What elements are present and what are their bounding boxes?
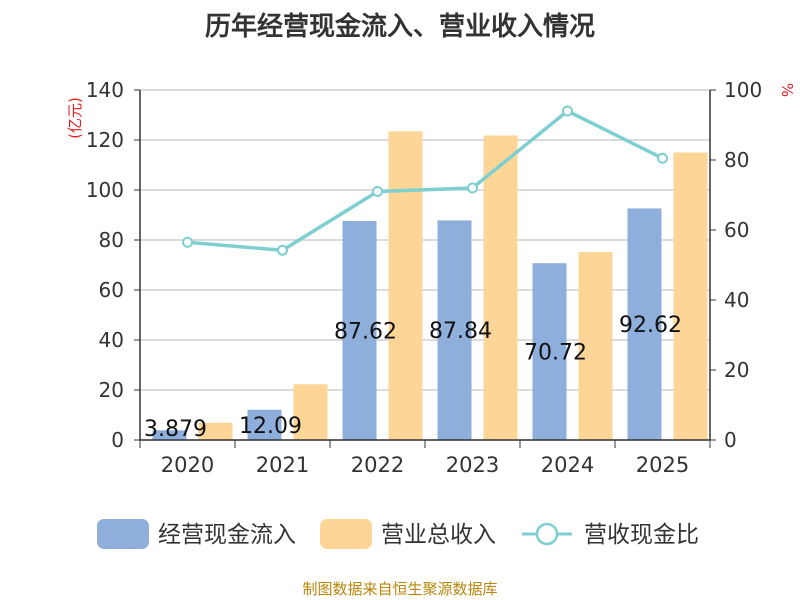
ratio-point: [657, 152, 668, 164]
bar-data-label: 87.84: [429, 319, 492, 344]
bar-total-revenue: [388, 131, 423, 440]
left-tick-label: 140: [86, 78, 124, 102]
x-tick-label: 2024: [541, 453, 594, 477]
bar-series: [152, 131, 708, 440]
bar-data-label: 87.62: [334, 319, 397, 344]
bar-cash-inflow: [247, 409, 282, 440]
left-tick-label: 120: [86, 128, 124, 152]
right-tick-label: 80: [724, 148, 749, 172]
bar-data-label: 70.72: [524, 341, 587, 366]
bar-data-label: 12.09: [239, 414, 302, 439]
legend-swatch-revenue: [320, 519, 372, 549]
chart-title: 历年经营现金流入、营业收入情况: [204, 12, 595, 42]
left-tick-label: 20: [99, 378, 124, 402]
source-note: 制图数据来自恒生聚源数据库: [302, 580, 498, 598]
right-tick-label: 100: [724, 78, 762, 102]
x-tick-label: 2022: [351, 453, 404, 477]
left-tick-label: 80: [99, 228, 124, 252]
bar-cash-inflow: [342, 220, 377, 440]
bar-cash-inflow: [437, 220, 472, 440]
left-unit-label: (亿元): [66, 97, 84, 139]
bar-total-revenue: [198, 422, 233, 440]
x-tick-label: 2021: [256, 453, 309, 477]
ratio-point: [182, 236, 193, 248]
bar-total-revenue: [578, 252, 613, 440]
legend-label-revenue: 营业总收入: [381, 522, 496, 548]
ratio-point: [467, 182, 478, 194]
left-tick-label: 40: [99, 328, 124, 352]
bar-cash-inflow: [152, 430, 187, 440]
legend-marker-ratio: [535, 522, 559, 546]
bar-data-label: 92.62: [619, 313, 682, 338]
line-series: [182, 105, 668, 256]
bar-data-labels: 3.879 12.09 87.62 87.84 70.72 92.62: [144, 313, 682, 442]
legend-swatch-cash: [97, 519, 149, 549]
left-tick-label: 100: [86, 178, 124, 202]
right-tick-label: 20: [724, 358, 749, 382]
legend: 经营现金流入 营业总收入 营收现金比: [97, 519, 699, 549]
right-tick-label: 40: [724, 288, 749, 312]
legend-label-cash: 经营现金流入: [158, 522, 296, 548]
legend-label-ratio: 营收现金比: [584, 522, 699, 548]
axes: 0 20 40 60 80 100 120 140 0 20 40 60 80 100 (亿元)% 2020 2…: [66, 78, 796, 477]
bar-cash-inflow: [627, 208, 662, 440]
bar-total-revenue: [293, 384, 328, 440]
ratio-line: [187, 108, 664, 253]
bar-total-revenue: [483, 135, 518, 440]
right-tick-label: 60: [724, 218, 749, 242]
left-tick-label: 60: [99, 278, 124, 302]
grid-lines: [140, 89, 710, 441]
bar-data-label: 3.879: [144, 417, 207, 442]
x-tick-label: 2023: [446, 453, 499, 477]
x-tick-label: 2025: [636, 453, 689, 477]
right-unit-label: %: [778, 83, 796, 97]
left-tick-label: 0: [111, 428, 124, 452]
right-tick-label: 0: [724, 428, 737, 452]
bar-total-revenue: [673, 152, 708, 440]
ratio-point: [562, 105, 573, 117]
ratio-point: [277, 244, 288, 256]
x-tick-label: 2020: [161, 453, 214, 477]
ratio-point: [372, 186, 383, 197]
bar-cash-inflow: [532, 263, 567, 440]
